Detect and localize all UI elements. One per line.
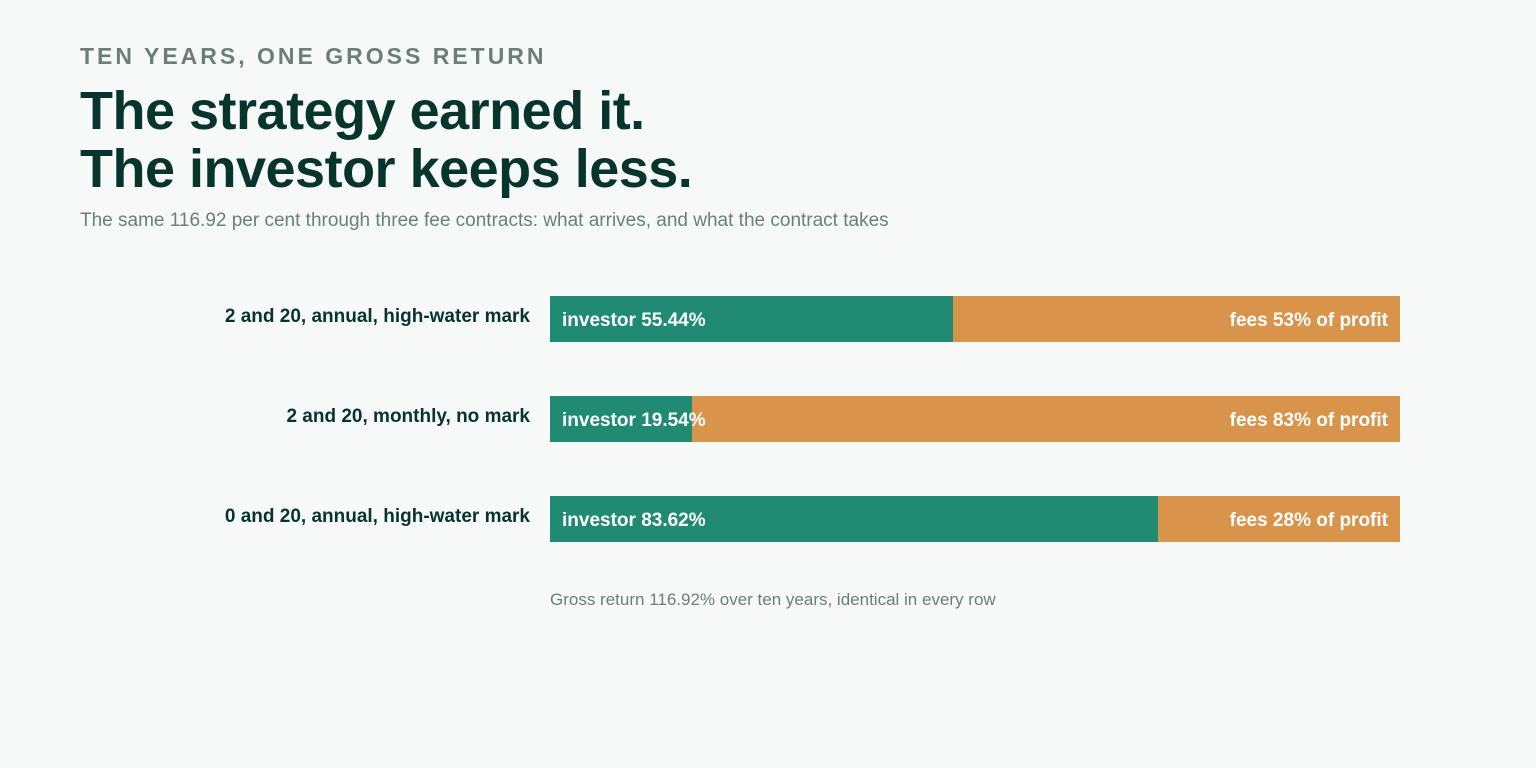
stacked-bar: investor 19.54% fees 83% of profit <box>550 396 1400 442</box>
stacked-bar: investor 55.44% fees 53% of profit <box>550 296 1400 342</box>
footnote: Gross return 116.92% over ten years, ide… <box>550 590 996 609</box>
headline-line-1: The strategy earned it. <box>80 81 645 141</box>
investor-value-label: investor 55.44% <box>562 310 706 331</box>
investor-segment <box>550 296 953 342</box>
subtitle: The same 116.92 per cent through three f… <box>80 210 889 231</box>
investor-value-label: investor 83.62% <box>562 510 706 531</box>
fees-value-label: fees 83% of profit <box>1229 410 1388 431</box>
category-label: 0 and 20, annual, high-water mark <box>224 506 530 527</box>
headline-line-2: The investor keeps less. <box>80 139 693 199</box>
category-label: 2 and 20, annual, high-water mark <box>224 306 530 327</box>
investor-segment <box>550 496 1158 542</box>
investor-value-label: investor 19.54% <box>562 410 706 431</box>
fees-segment <box>692 396 1400 442</box>
fees-segment <box>953 296 1400 342</box>
fees-value-label: fees 28% of profit <box>1229 510 1388 531</box>
headline: The strategy earned it. The investor kee… <box>80 81 693 199</box>
fees-segment <box>1158 496 1400 542</box>
category-label: 2 and 20, monthly, no mark <box>286 406 530 427</box>
stacked-bar: investor 83.62% fees 28% of profit <box>550 496 1400 542</box>
fees-value-label: fees 53% of profit <box>1229 310 1388 331</box>
investor-segment <box>550 396 692 442</box>
eyebrow: TEN YEARS, ONE GROSS RETURN <box>80 43 547 69</box>
